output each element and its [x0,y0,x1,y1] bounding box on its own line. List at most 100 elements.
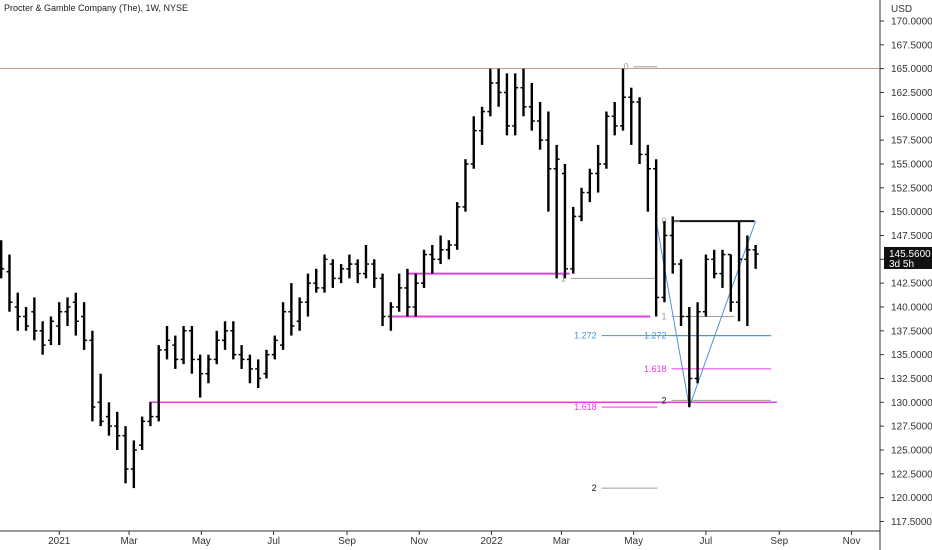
fib-level-label: 1.272 [644,331,667,341]
fib-level-label: 2 [592,483,597,493]
ohlc-bar [64,297,71,327]
ohlc-bar [412,273,419,317]
ohlc-bar [263,349,270,379]
y-tick-label: 122.5000 [891,469,932,480]
ohlc-bar [421,249,428,288]
ohlc-bar [404,268,411,317]
ohlc-bar [528,82,535,131]
ohlc-bar [130,440,137,489]
y-tick-label: 127.5000 [891,422,932,433]
ohlc-bar [321,254,328,293]
ohlc-bar [429,245,436,274]
ohlc-bar [230,321,237,360]
x-tick-label: Jul [699,536,712,547]
x-tick-label: 2021 [48,536,71,547]
fib-level-label: 1.618 [644,364,667,374]
ohlc-bar [205,354,212,384]
y-tick-label: 125.0000 [891,445,932,456]
currency-label: USD [891,4,912,15]
ohlc-bar [661,221,668,303]
chart-title: Procter & Gamble Company (The), 1W, NYSE [4,3,188,13]
fib-level-label: 1 [561,273,566,283]
ohlc-bar [537,102,544,150]
ohlc-bar [711,249,718,279]
ohlc-bar [586,168,593,203]
x-tick-label: Mar [553,536,571,547]
x-tick-label: Sep [338,536,356,547]
ohlc-bar [213,330,220,365]
y-tick-label: 147.5000 [891,231,932,242]
pattern-line [655,221,757,410]
ohlc-bar [313,268,320,293]
ohlc-bar [553,144,560,279]
ohlc-bar [752,245,759,269]
ohlc-bar [686,306,693,408]
ohlc-bar [89,330,96,422]
y-tick-label: 132.5000 [891,374,932,385]
y-tick-label: 150.0000 [891,207,932,218]
y-tick-label: 167.5000 [891,40,932,51]
ohlc-bar [31,297,38,341]
ohlc-bar [6,254,13,312]
y-tick-label: 117.5000 [891,517,932,528]
ohlc-bar [97,373,104,427]
ohlc-bar [23,306,30,331]
current-price-value: 145.5600 [889,249,931,260]
ohlc-bar [238,345,245,369]
ohlc-bar [545,111,552,212]
ohlc-bar [512,73,519,136]
ohlc-bar [271,335,278,360]
ohlc-bar [611,102,618,136]
ohlc-bar [122,426,129,484]
x-tick-label: 2022 [480,536,503,547]
ohlc-bar [246,354,253,384]
ohlc-bar [694,302,701,384]
ohlc-bar [371,259,378,288]
ohlc-bar [437,235,444,265]
y-tick-label: 157.5000 [891,136,932,147]
ohlc-bar [304,273,311,317]
ohlc-bar [338,264,345,284]
ohlc-bar [744,235,751,327]
ohlc-bar [172,335,179,369]
fib-level-label: 1.618 [574,402,597,412]
ohlc-bar [14,292,21,331]
y-axis-ticks: 170.0000 167.5000 165.0000 162.5000 160.0000… [880,16,932,528]
x-axis-ticks: 2021 Mar May Jul Sep Nov 2022 Mar May Jul Sep Nov [48,531,860,547]
y-tick-label: 160.0000 [891,112,932,123]
ohlc-bar [387,302,394,331]
ohlc-bar [72,292,79,336]
y-tick-label: 162.5000 [891,88,932,99]
ohlc-bar [288,283,295,336]
ohlc-bar [578,187,585,222]
ohlc-bar [727,253,734,312]
x-tick-label: May [624,536,643,547]
ohlc-bar [147,402,154,427]
y-tick-label: 135.0000 [891,350,932,361]
ohlc-bar [163,326,170,360]
y-tick-label: 130.0000 [891,398,932,409]
ohlc-bar [105,402,112,436]
ohlc-bar [255,359,262,389]
fib-level-label: 0 [624,62,629,72]
ohlc-bar [636,97,643,164]
x-tick-label: May [192,536,211,547]
ohlc-bar [39,321,46,355]
ohlc-bar [379,273,386,327]
ohlc-bar [653,159,660,317]
y-tick-label: 165.0000 [891,64,932,75]
current-price-countdown: 3d 5h [889,259,914,270]
ohlc-bar [454,202,461,250]
y-tick-label: 120.0000 [891,493,932,504]
ohlc-bar [139,416,146,450]
ohlc-bar [595,144,602,193]
ohlc-bar [462,159,469,212]
ohlc-bar [644,144,651,212]
ohlc-bar [346,254,353,279]
ohlc-bar [56,302,63,346]
ohlc-bar [47,316,54,346]
fib-level-label: 2 [662,395,667,405]
ohlc-bar [561,163,568,279]
